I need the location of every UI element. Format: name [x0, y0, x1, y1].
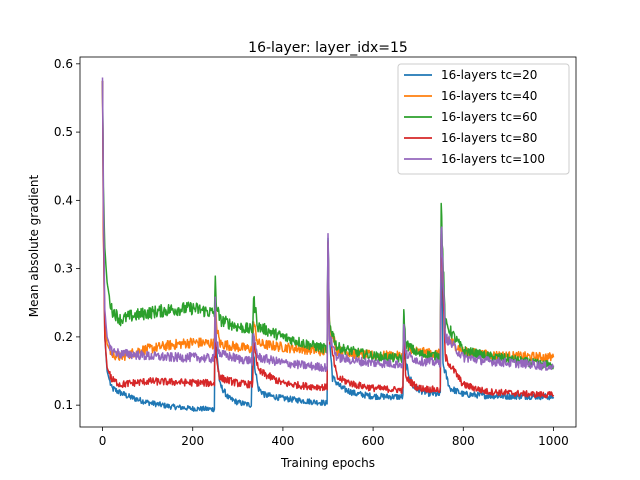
legend: 16-layers tc=20 16-layers tc=40 16-layers …: [397, 63, 570, 175]
x-tick-label: 800: [452, 434, 475, 448]
y-tick-label: 0.2: [54, 330, 73, 344]
legend-label-3: 16-layers tc=60: [441, 110, 537, 124]
chart-title: 16-layer: layer_idx=15: [248, 40, 408, 56]
y-axis-ticks: 0.1 0.2 0.3 0.4 0.5 0.6: [54, 57, 80, 412]
y-tick-label: 0.4: [54, 193, 73, 207]
y-tick-label: 0.3: [54, 262, 73, 276]
series-line-5: [101, 77, 555, 373]
x-tick-label: 0: [99, 434, 107, 448]
plot-area: [79, 56, 577, 428]
series-lines: [101, 77, 555, 413]
legend-label-1: 16-layers tc=20: [441, 68, 537, 82]
x-axis-ticks: 0 200 400 600 800 1000: [99, 427, 569, 448]
legend-label-2: 16-layers tc=40: [441, 89, 537, 103]
y-axis-label: Mean absolute gradient: [27, 174, 41, 317]
x-axis-label: Training epochs: [280, 456, 375, 470]
legend-label-5: 16-layers tc=100: [441, 152, 545, 166]
x-tick-label: 1000: [538, 434, 569, 448]
x-tick-label: 400: [271, 434, 294, 448]
legend-label-4: 16-layers tc=80: [441, 131, 537, 145]
y-tick-label: 0.6: [54, 57, 73, 71]
legend-box: [397, 63, 570, 175]
y-tick-label: 0.5: [54, 125, 73, 139]
x-tick-label: 600: [362, 434, 385, 448]
axes-frame: [79, 56, 577, 428]
x-tick-label: 200: [181, 434, 204, 448]
y-tick-label: 0.1: [54, 398, 73, 412]
